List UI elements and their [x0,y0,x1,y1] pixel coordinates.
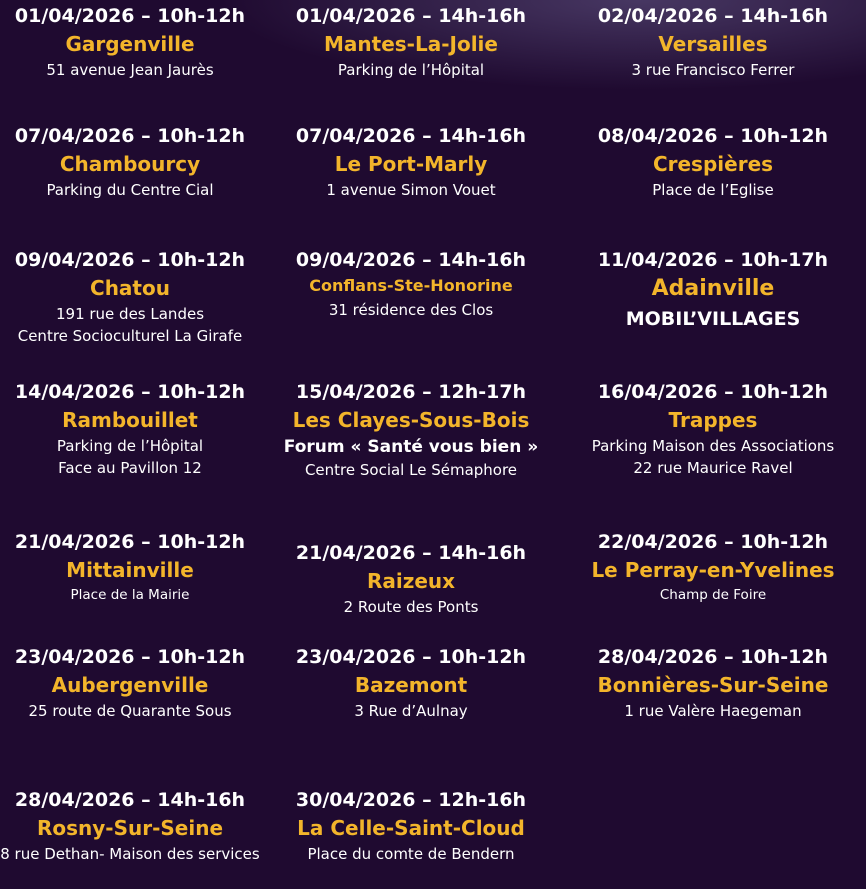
event-date: 09/04/2026 – 10h-12h [14,249,246,271]
event-address: Place de l’Eglise [652,181,774,199]
event-entry: 09/04/2026 – 10h-12h Chatou 191 rue des La… [0,247,275,347]
event-entry: 23/04/2026 – 10h-12h Aubergenville 25 rout… [0,644,275,722]
event-city: Mittainville [66,558,194,582]
event-city: Chatou [90,276,170,300]
event-city: Bazemont [354,673,468,697]
event-entry: 07/04/2026 – 10h-12h Chambourcy Parking du… [0,123,275,201]
event-date: 07/04/2026 – 14h-16h [295,125,527,147]
event-address: Parking du Centre Cial [46,181,214,199]
event-address: Parking Maison des Associations [591,437,835,455]
event-city: Adainville [651,276,775,301]
event-city: Crespières [652,152,774,176]
event-entry: 21/04/2026 – 14h-16h Raizeux 2 Route des P… [266,540,556,618]
event-date: 22/04/2026 – 10h-12h [597,531,829,553]
event-address: Place de la Mairie [70,587,190,603]
event-entry: 16/04/2026 – 10h-12h Trappes Parking Maiso… [568,379,858,479]
event-city: Les Clayes-Sous-Bois [292,408,530,432]
event-date: 30/04/2026 – 12h-16h [295,789,527,811]
event-entry: 01/04/2026 – 14h-16h Mantes-La-Jolie Parki… [266,3,556,81]
event-entry: 02/04/2026 – 14h-16h Versailles 3 rue Fran… [568,3,858,81]
event-entry: 22/04/2026 – 10h-12h Le Perray-en-Yveline… [568,529,858,605]
event-date: 07/04/2026 – 10h-12h [14,125,246,147]
event-address: 3 rue Francisco Ferrer [631,61,795,79]
event-address: 25 route de Quarante Sous [28,702,232,720]
event-address: Parking de l’Hôpital [56,437,204,455]
event-city: Le Perray-en-Yvelines [591,558,835,582]
event-date: 28/04/2026 – 14h-16h [14,789,246,811]
event-entry: 09/04/2026 – 14h-16h Conflans-Ste-Honorin… [266,247,556,321]
event-address: 191 rue des Landes [55,305,205,323]
event-entry: 28/04/2026 – 10h-12h Bonnières-Sur-Seine 1… [568,644,858,722]
event-city: Rambouillet [62,408,198,432]
event-city: Gargenville [65,32,195,56]
event-date: 23/04/2026 – 10h-12h [295,646,527,668]
event-city: Trappes [668,408,758,432]
event-entry: 15/04/2026 – 12h-17h Les Clayes-Sous-Bois… [266,379,556,481]
event-city: La Celle-Saint-Cloud [297,816,525,840]
event-date: 21/04/2026 – 10h-12h [14,531,246,553]
event-city: Versailles [658,32,768,56]
event-entry: 21/04/2026 – 10h-12h Mittainville Place de… [0,529,275,605]
event-date: 14/04/2026 – 10h-12h [14,381,246,403]
event-address: Centre Socioculturel La Girafe [17,327,243,345]
event-date: 01/04/2026 – 14h-16h [295,5,527,27]
event-entry: 08/04/2026 – 10h-12h Crespières Place de l… [568,123,858,201]
event-entry: 23/04/2026 – 10h-12h Bazemont 3 Rue d’Auln… [266,644,556,722]
event-address: Parking de l’Hôpital [337,61,485,79]
event-address: Forum « Santé vous bien » [283,437,539,457]
event-address: Champ de Foire [659,587,767,603]
event-date: 21/04/2026 – 14h-16h [295,542,527,564]
event-address: 2 Route des Ponts [343,598,479,616]
event-date: 23/04/2026 – 10h-12h [14,646,246,668]
event-city: Bonnières-Sur-Seine [597,673,829,697]
event-entry: 07/04/2026 – 14h-16h Le Port-Marly 1 avenu… [266,123,556,201]
event-city: Raizeux [366,569,456,593]
event-city: Le Port-Marly [334,152,488,176]
event-address: Face au Pavillon 12 [58,459,202,477]
event-address: 31 résidence des Clos [328,301,494,319]
event-date: 11/04/2026 – 10h-17h [597,249,829,271]
event-address: 1 avenue Simon Vouet [326,181,496,199]
event-date: 02/04/2026 – 14h-16h [597,5,829,27]
event-city: Chambourcy [59,152,201,176]
event-entry: 30/04/2026 – 12h-16h La Celle-Saint-Cloud… [266,787,556,865]
event-city: Aubergenville [51,673,209,697]
event-city: Conflans-Ste-Honorine [309,276,513,295]
event-entry: 01/04/2026 – 10h-12h Gargenville 51 avenue… [0,3,275,81]
event-address: Centre Social Le Sémaphore [304,461,518,479]
event-address: MOBIL’VILLAGES [625,308,801,330]
event-address: 1 rue Valère Haegeman [624,702,802,720]
event-city: Rosny-Sur-Seine [36,816,224,840]
event-date: 09/04/2026 – 14h-16h [295,249,527,271]
event-date: 08/04/2026 – 10h-12h [597,125,829,147]
event-date: 01/04/2026 – 10h-12h [14,5,246,27]
event-date: 28/04/2026 – 10h-12h [597,646,829,668]
event-date: 16/04/2026 – 10h-12h [597,381,829,403]
event-date: 15/04/2026 – 12h-17h [295,381,527,403]
event-address: 3 Rue d’Aulnay [354,702,468,720]
event-entry: 14/04/2026 – 10h-12h Rambouillet Parking d… [0,379,275,479]
event-address: Place du comte de Bendern [307,845,515,863]
event-address: 22 rue Maurice Ravel [633,459,793,477]
event-entry: 11/04/2026 – 10h-17h Adainville MOBIL’VILL… [568,247,858,333]
event-city: Mantes-La-Jolie [324,32,498,56]
event-address: 51 avenue Jean Jaurès [46,61,214,79]
event-entry: 28/04/2026 – 14h-16h Rosny-Sur-Seine 8 rue… [0,787,260,865]
event-address: 8 rue Dethan- Maison des services [0,845,260,863]
